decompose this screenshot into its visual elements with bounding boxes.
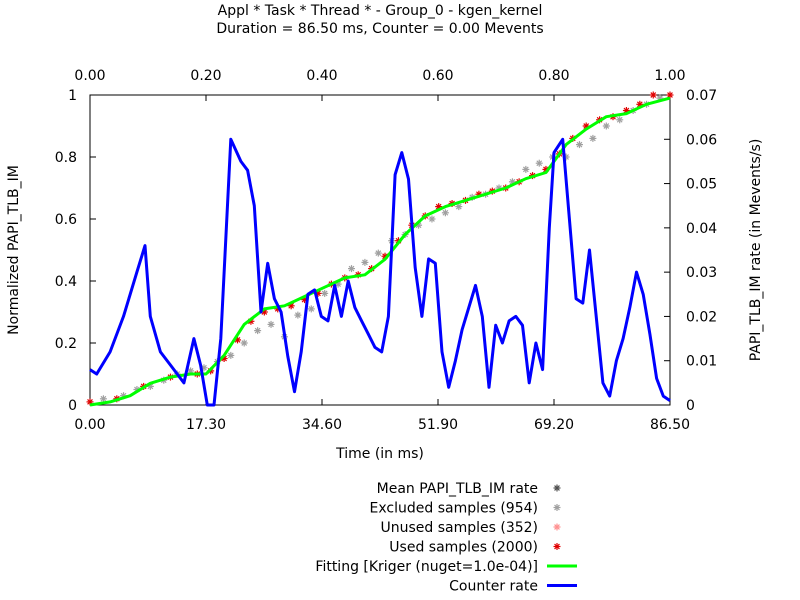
legend-label: Used samples (2000): [389, 540, 538, 556]
data-point: [254, 327, 262, 335]
series-1-markers: [99, 94, 664, 403]
x2-tick-label: 0.60: [422, 68, 453, 84]
x2-tick-label: 1.00: [654, 68, 685, 84]
x2-tick-label: 0.00: [74, 68, 105, 84]
y-tick-label: 1: [68, 88, 77, 104]
y2-tick-label: 0.04: [686, 221, 717, 237]
chart-title: Appl * Task * Thread * - Group_0 - kgen_…: [218, 3, 543, 19]
x-axis-label: Time (in ms): [335, 446, 424, 462]
chart-subtitle: Duration = 86.50 ms, Counter = 0.00 Meve…: [216, 21, 543, 37]
legend-swatch: [553, 484, 561, 492]
x2-tick-label: 0.20: [190, 68, 221, 84]
data-point: [589, 134, 597, 142]
y-tick-label: 0.8: [55, 150, 77, 166]
x-tick-label: 17.30: [186, 417, 226, 433]
x-tick-label: 34.60: [302, 417, 342, 433]
y-tick-label: 0.6: [55, 212, 77, 228]
x2-tick-label: 0.80: [538, 68, 569, 84]
legend-label: Fitting [Kriger (nuget=1.0e-04)]: [315, 559, 538, 575]
data-point: [428, 215, 436, 223]
data-point: [307, 305, 315, 313]
data-point: [240, 339, 248, 347]
y-tick-label: 0: [68, 398, 77, 414]
y2-tick-label: 0.05: [686, 177, 717, 193]
data-point: [267, 320, 275, 328]
data-point: [321, 289, 329, 297]
series-3-markers: [86, 91, 674, 406]
data-marks: [86, 91, 674, 407]
x-tick-label: 51.90: [418, 417, 458, 433]
x2-tick-label: 0.40: [306, 68, 337, 84]
data-point: [602, 122, 610, 130]
x-tick-label: 0.00: [74, 417, 105, 433]
x-tick-label: 69.20: [534, 417, 574, 433]
y2-tick-label: 0.01: [686, 354, 717, 370]
legend: Mean PAPI_TLB_IM rate Excluded samples (9…: [315, 481, 577, 595]
y2-tick-label: 0.07: [686, 88, 717, 104]
legend-label: Mean PAPI_TLB_IM rate: [377, 481, 538, 497]
data-point: [294, 311, 302, 319]
legend-label: Unused samples (352): [380, 520, 538, 536]
data-point: [535, 159, 543, 167]
plot-area: 0.00 17.30 34.60 51.90 69.20 86.500.00 0.20 0.4…: [55, 68, 718, 433]
legend-label: Excluded samples (954): [370, 501, 538, 517]
data-point: [227, 351, 235, 359]
data-point: [575, 141, 583, 149]
data-point: [348, 265, 356, 273]
legend-swatch: [553, 523, 561, 531]
data-point: [441, 209, 449, 217]
y2-tick-label: 0.06: [686, 132, 717, 148]
y2-tick-label: 0: [686, 398, 695, 414]
data-point: [455, 203, 463, 211]
x-tick-label: 86.50: [650, 417, 690, 433]
y2-axis-label: PAPI_TLB_IM rate (in Mevents/s): [748, 139, 764, 362]
data-point: [666, 91, 674, 99]
y-axis-label: Normalized PAPI_TLB_IM: [6, 165, 22, 335]
data-point: [99, 395, 107, 403]
y2-tick-label: 0.03: [686, 265, 717, 281]
data-point: [649, 91, 657, 99]
legend-label: Counter rate: [449, 579, 538, 595]
data-point: [374, 249, 382, 257]
y-tick-label: 0.4: [55, 274, 77, 290]
data-point: [361, 258, 369, 266]
y2-tick-label: 0.02: [686, 309, 717, 325]
series-line-5: [89, 137, 671, 407]
plot-frame: [89, 94, 671, 406]
y-tick-label: 0.2: [55, 336, 77, 352]
legend-swatch: [553, 543, 561, 550]
data-point: [616, 116, 624, 124]
axis-ticks: 0.00 17.30 34.60 51.90 69.20 86.500.00 0.20 0.4…: [55, 68, 718, 433]
data-point: [522, 165, 530, 173]
legend-swatch: [553, 504, 561, 511]
